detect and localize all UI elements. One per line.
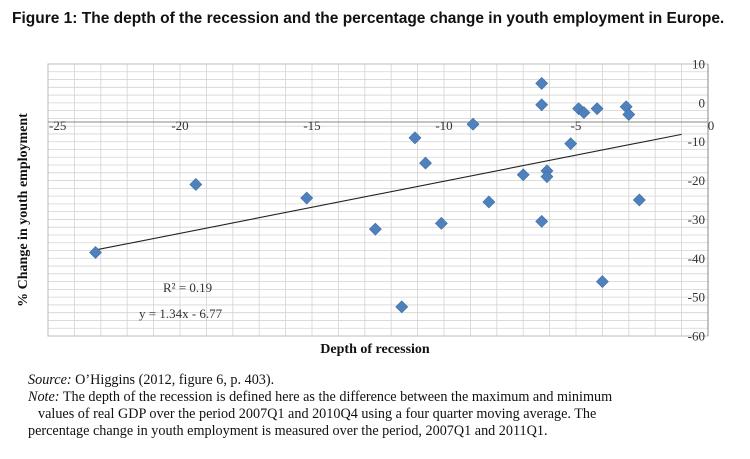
x-axis-label: Depth of recession (320, 342, 430, 357)
data-point (516, 168, 530, 182)
data-point (434, 216, 448, 230)
data-point (540, 170, 554, 184)
data-point (535, 214, 549, 228)
trendline (95, 133, 682, 251)
note-line-1: Note: The depth of the recession is defi… (28, 389, 718, 406)
x-tick-label: -5 (571, 118, 582, 133)
note-label: Note: (28, 389, 60, 405)
note-text-1: The depth of the recession is defined he… (59, 389, 613, 405)
y-tick-label: -10 (688, 134, 705, 149)
note-line-2: values of real GDP over the period 2007Q… (38, 406, 597, 422)
r-squared-label: R² = 0.19 (163, 280, 212, 295)
data-point (590, 102, 604, 116)
equation-label: y = 1.34x - 6.77 (139, 306, 223, 321)
trendline-layer (95, 133, 682, 251)
data-point (535, 77, 549, 90)
y-tick-label: -40 (688, 251, 705, 266)
data-point (577, 106, 591, 119)
data-point (419, 156, 432, 170)
axes (47, 63, 709, 337)
source-label: Source: (28, 372, 72, 388)
data-point (632, 193, 646, 207)
x-tick-label: -10 (435, 118, 452, 133)
source-text: O’Higgins (2012, figure 6, p. 403). (71, 372, 275, 388)
y-tick-label: 10 (692, 57, 705, 72)
data-point (300, 191, 314, 205)
data-point (395, 300, 409, 314)
data-point (408, 131, 422, 145)
data-point (368, 222, 382, 236)
figure-title: Figure 1: The depth of the recession and… (12, 10, 725, 27)
y-tick-label: -20 (688, 173, 705, 188)
data-point (189, 178, 203, 191)
data-point (89, 246, 102, 259)
data-point (482, 195, 496, 209)
note-line-3: percentage change in youth employment is… (28, 423, 548, 439)
y-tick-label: -30 (688, 212, 705, 227)
x-tick-label: -20 (171, 118, 188, 133)
data-point (466, 117, 480, 131)
data-point (535, 98, 549, 112)
plot-frame (47, 63, 709, 337)
annotations: R² = 0.19 y = 1.34x - 6.77 (139, 280, 223, 321)
data-points (89, 77, 646, 314)
data-point (622, 108, 636, 121)
y-tick-label: 0 (699, 95, 706, 110)
figure-notes: Source: O’Higgins (2012, figure 6, p. 40… (28, 372, 718, 440)
y-axis-label: % Change in youth employment (16, 113, 31, 307)
x-tick-label: 0 (708, 118, 715, 133)
x-tick-label: -15 (303, 118, 320, 133)
data-point (595, 275, 609, 289)
y-tick-label: -50 (688, 290, 705, 305)
source-line: Source: O’Higgins (2012, figure 6, p. 40… (28, 372, 718, 389)
data-point (564, 137, 578, 151)
x-tick-label: -25 (49, 118, 66, 133)
grid-lines (47, 63, 709, 337)
y-tick-label: -60 (688, 329, 705, 344)
